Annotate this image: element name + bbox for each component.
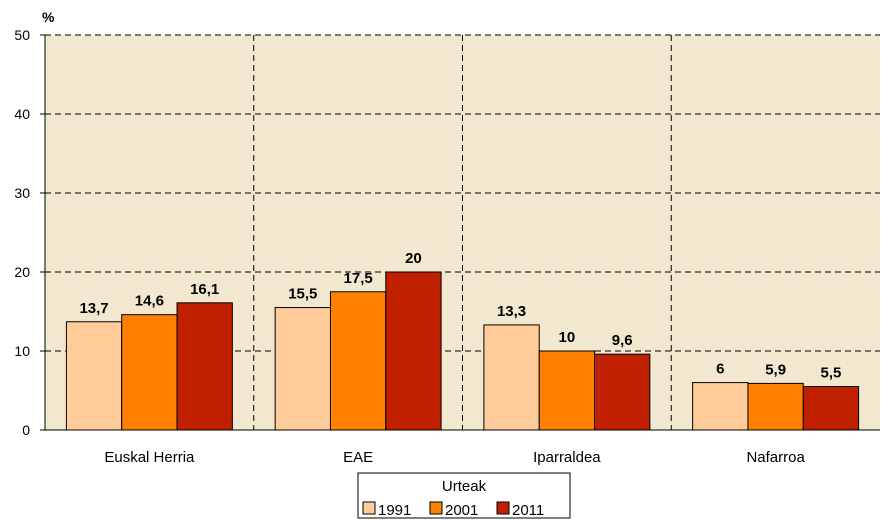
y-tick-label: 50 bbox=[14, 27, 30, 43]
legend: Urteak 1991 2001 2011 bbox=[357, 472, 571, 519]
data-label: 15,5 bbox=[288, 286, 317, 303]
y-tick-label: 30 bbox=[14, 185, 30, 201]
legend-swatch-2011 bbox=[496, 501, 510, 515]
bar-2001 bbox=[747, 382, 804, 431]
bar-2011 bbox=[176, 302, 233, 431]
data-label: 20 bbox=[405, 250, 422, 267]
y-axis-label: % bbox=[42, 9, 55, 25]
data-label: 6 bbox=[716, 361, 724, 378]
bar-2001 bbox=[538, 350, 596, 431]
legend-label: 2001 bbox=[445, 502, 478, 519]
bar-1991 bbox=[65, 321, 123, 431]
axes: 0 10 20 30 40 50 Euskal Herria EAE Iparraldea Naf… bbox=[14, 27, 880, 466]
bar-2001 bbox=[329, 291, 387, 431]
legend-swatch-2001 bbox=[429, 501, 443, 515]
y-tick-label: 0 bbox=[22, 422, 30, 438]
legend-label: 2011 bbox=[512, 502, 544, 519]
data-label: 10 bbox=[559, 329, 576, 346]
bar-1991 bbox=[692, 382, 749, 431]
bar-2001 bbox=[121, 314, 178, 431]
bar-2011 bbox=[802, 386, 860, 431]
bars: 13,7 14,6 16,1 15,5 17,5 20 13,3 10 9,6 6 5,9 5,5 bbox=[65, 250, 860, 431]
data-label: 9,6 bbox=[612, 332, 633, 349]
bar-2011 bbox=[385, 271, 442, 431]
legend-label: 1991 bbox=[378, 502, 411, 519]
category-label: Nafarroa bbox=[746, 449, 805, 466]
data-label: 13,7 bbox=[79, 300, 108, 317]
data-label: 16,1 bbox=[190, 281, 219, 298]
data-label: 5,9 bbox=[765, 361, 786, 378]
category-label: EAE bbox=[343, 449, 373, 466]
data-label: 17,5 bbox=[344, 270, 373, 287]
data-label: 13,3 bbox=[497, 303, 526, 320]
legend-title: Urteak bbox=[442, 478, 487, 495]
legend-swatch-1991 bbox=[362, 501, 376, 515]
category-label: Iparraldea bbox=[533, 449, 601, 466]
data-label: 5,5 bbox=[821, 365, 842, 382]
y-tick-label: 20 bbox=[14, 264, 30, 280]
legend-box bbox=[357, 472, 571, 519]
category-label: Euskal Herria bbox=[104, 449, 195, 466]
y-tick-label: 10 bbox=[14, 343, 30, 359]
data-label: 14,6 bbox=[135, 293, 164, 310]
y-tick-label: 40 bbox=[14, 106, 30, 122]
gridlines bbox=[45, 34, 880, 430]
bar-1991 bbox=[274, 307, 331, 431]
bar-1991 bbox=[483, 324, 540, 431]
bar-2011 bbox=[594, 353, 651, 431]
